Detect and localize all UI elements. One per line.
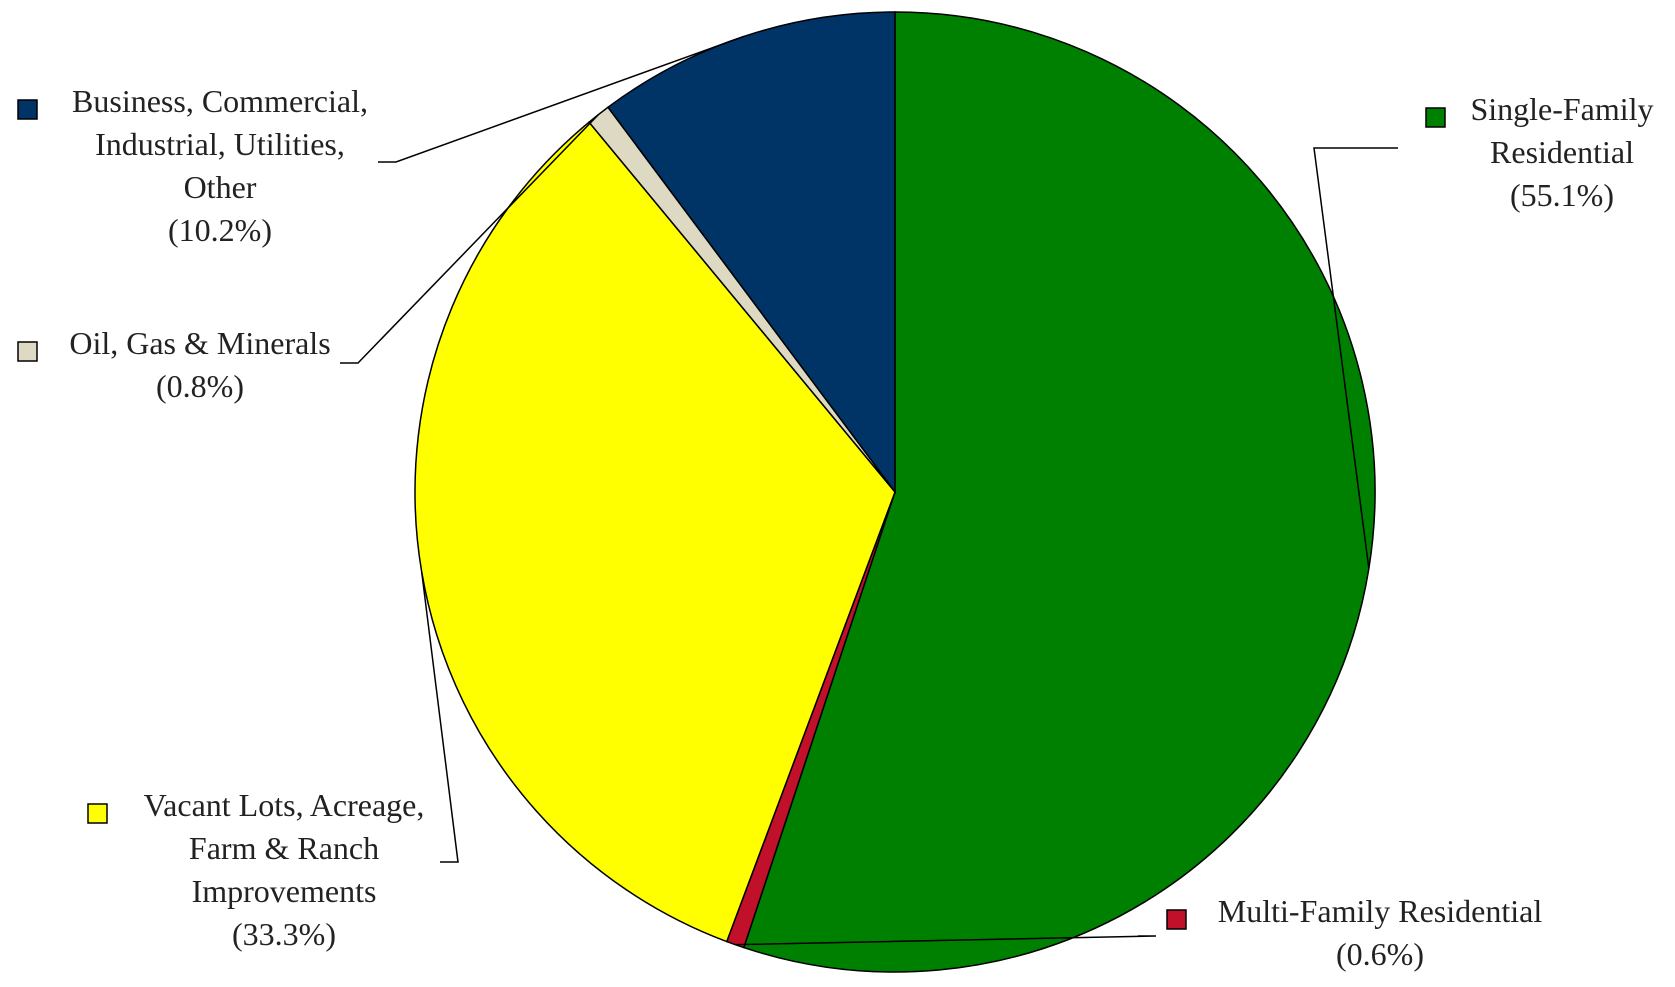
legend-swatch-vacant-lots-acreage-farm-ranch-improvements bbox=[87, 803, 108, 824]
leader-line-business-commercial-industrial-utilities-other bbox=[378, 35, 745, 163]
slice-label-multi-family-residential: Multi-Family Residential (0.6%) bbox=[1218, 893, 1543, 972]
slice-labels: Single-Family Residential (55.1%) Multi-Fam… bbox=[17, 35, 1654, 972]
slice-label-line: Other bbox=[184, 169, 257, 205]
slice-label-line: Single-Family bbox=[1470, 91, 1653, 127]
slice-percent-label: (33.3%) bbox=[232, 916, 336, 952]
slice-label-line: Farm & Ranch bbox=[189, 830, 379, 866]
slice-label-line: Residential bbox=[1490, 134, 1634, 170]
leader-line-single-family-residential bbox=[1313, 147, 1398, 569]
slice-label-line: Multi-Family Residential bbox=[1218, 893, 1543, 929]
pie-slices bbox=[414, 11, 1376, 973]
leader-line-vacant-lots-acreage-farm-ranch-improvements bbox=[420, 571, 459, 863]
slice-label-vacant-lots-acreage-farm-ranch-improvements: Vacant Lots, Acreage, Farm & Ranch Improve… bbox=[144, 787, 425, 952]
slice-label-line: Industrial, Utilities, bbox=[95, 126, 345, 162]
slice-label-single-family-residential: Single-Family Residential (55.1%) bbox=[1470, 91, 1653, 213]
slice-label-line: Business, Commercial, bbox=[72, 83, 368, 119]
slice-label-business-commercial-industrial-utilities-other: Business, Commercial, Industrial, Utiliti… bbox=[72, 83, 368, 248]
slice-label-line: Improvements bbox=[192, 873, 377, 909]
leader-line-multi-family-residential bbox=[735, 935, 1157, 946]
slice-percent-label: (55.1%) bbox=[1510, 177, 1614, 213]
slice-percent-label: (10.2%) bbox=[168, 212, 272, 248]
legend-swatch-multi-family-residential bbox=[1166, 909, 1187, 930]
slice-percent-label: (0.6%) bbox=[1336, 936, 1424, 972]
pie-slice-single-family-residential bbox=[742, 11, 1376, 973]
legend-swatch-single-family-residential bbox=[1425, 107, 1446, 128]
slice-percent-label: (0.8%) bbox=[156, 368, 244, 404]
legend-swatch-oil-gas-minerals bbox=[17, 341, 38, 362]
legend-swatch-business-commercial-industrial-utilities-other bbox=[17, 99, 38, 120]
slice-label-oil-gas-minerals: Oil, Gas & Minerals (0.8%) bbox=[69, 325, 330, 404]
slice-label-line: Oil, Gas & Minerals bbox=[69, 325, 330, 361]
slice-label-line: Vacant Lots, Acreage, bbox=[144, 787, 425, 823]
leader-line-oil-gas-minerals bbox=[340, 114, 599, 364]
